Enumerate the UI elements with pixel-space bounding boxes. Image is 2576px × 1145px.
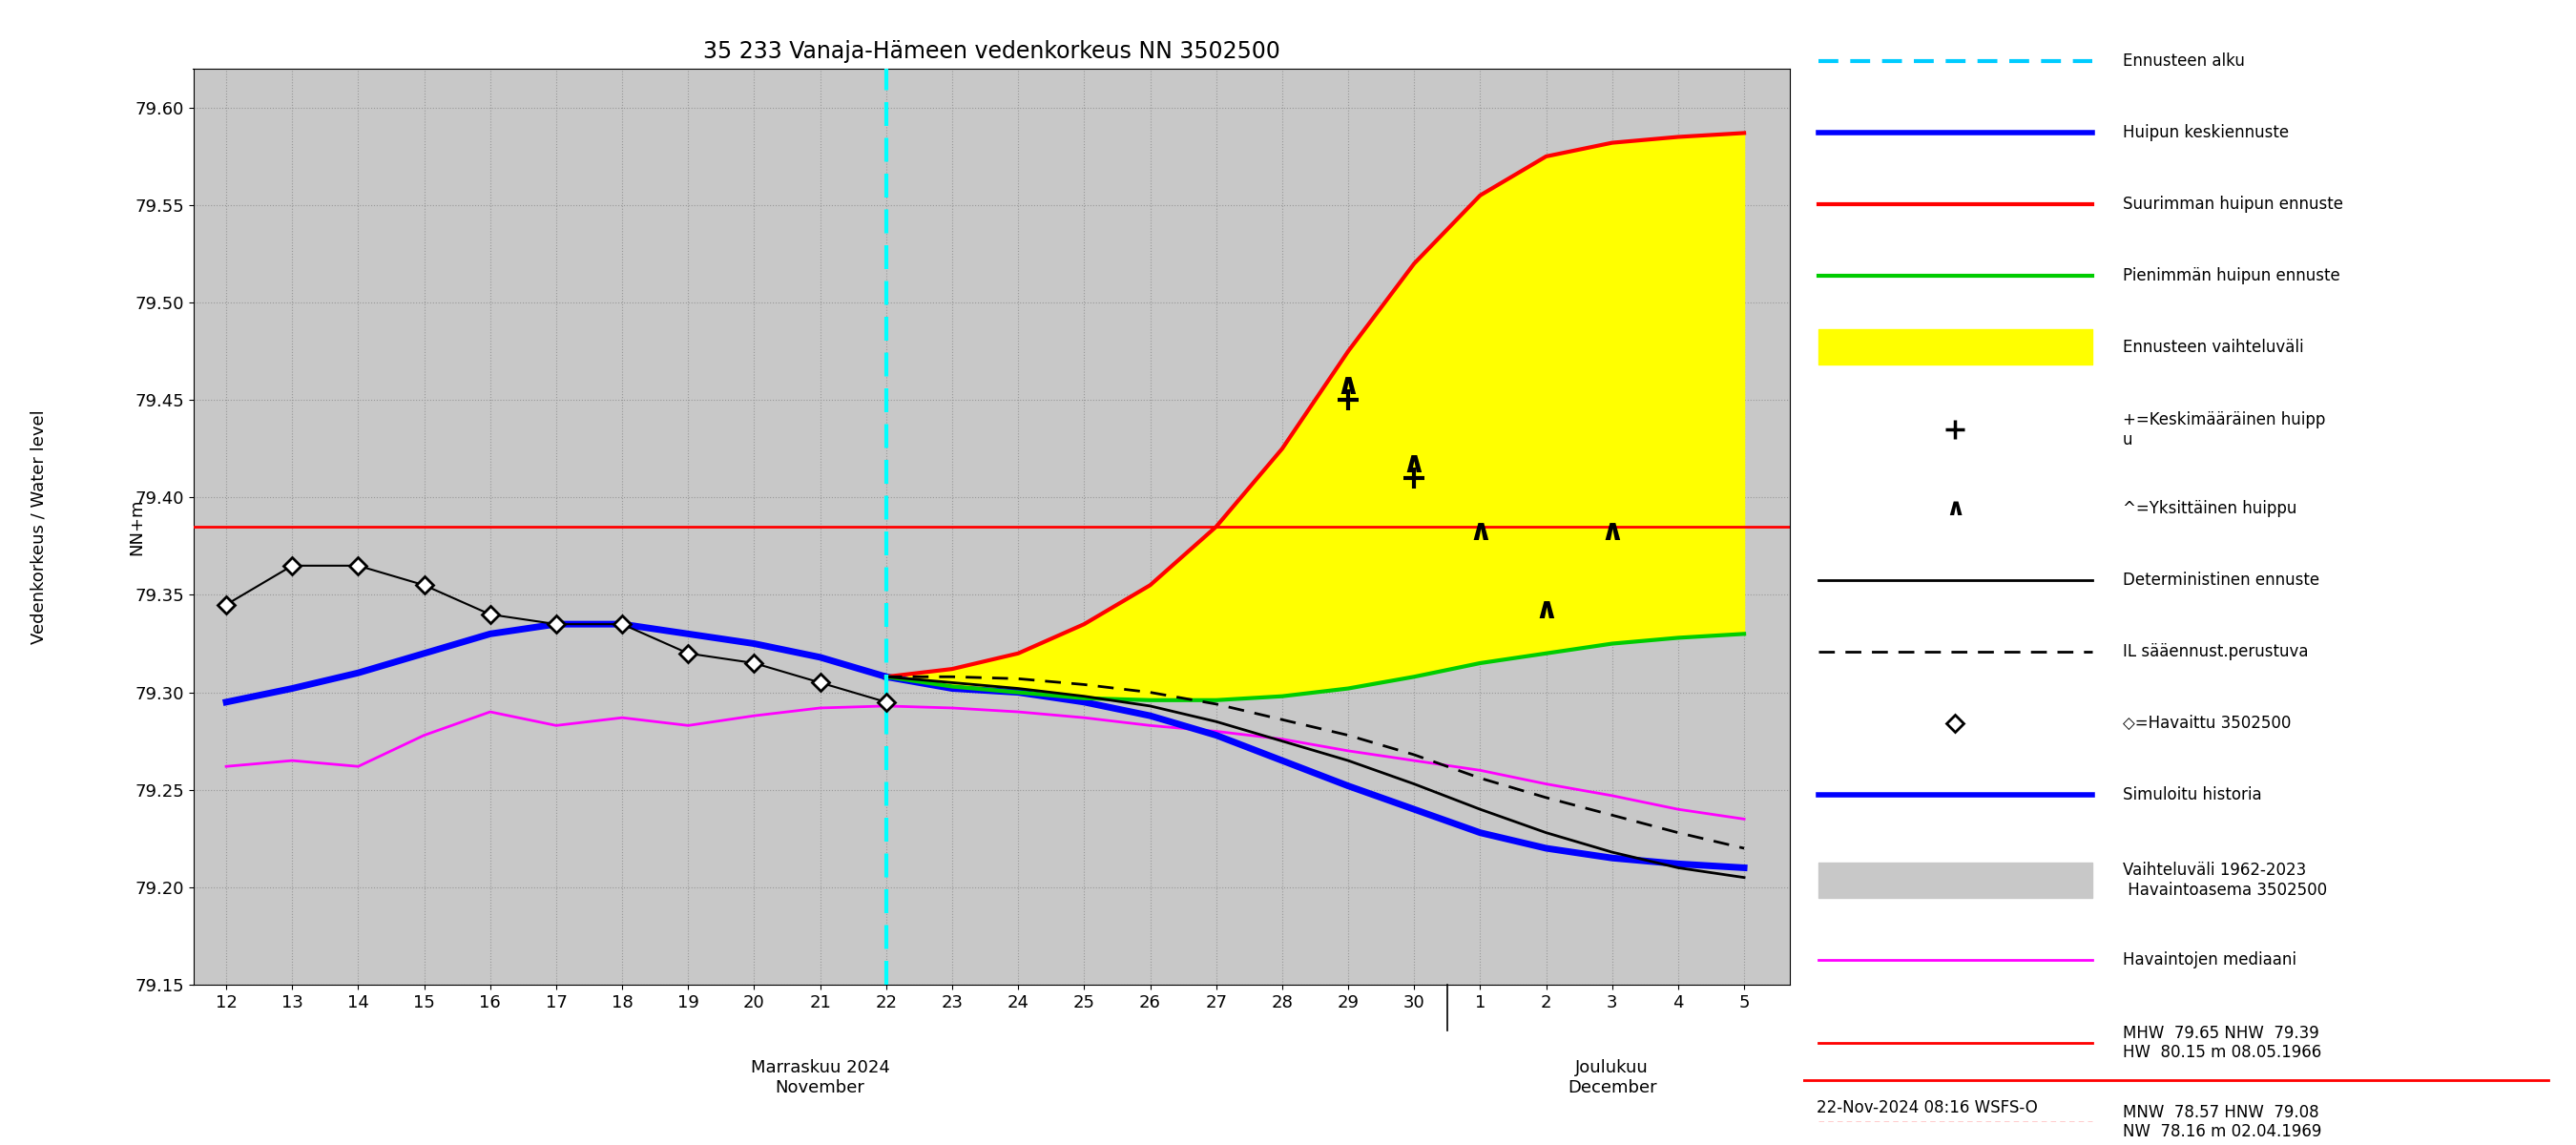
Text: +=Keskimääräinen huipp
u: +=Keskimääräinen huipp u <box>2123 411 2326 448</box>
Text: ∧: ∧ <box>1337 372 1360 400</box>
Text: Marraskuu 2024
November: Marraskuu 2024 November <box>750 1059 889 1096</box>
Text: ∧: ∧ <box>1600 519 1623 546</box>
Text: ◇=Havaittu 3502500: ◇=Havaittu 3502500 <box>2123 714 2290 732</box>
Text: Deterministinen ennuste: Deterministinen ennuste <box>2123 571 2318 589</box>
Text: IL sääennust.perustuva: IL sääennust.perustuva <box>2123 643 2308 661</box>
Text: Ennusteen vaihteluväli: Ennusteen vaihteluväli <box>2123 339 2303 356</box>
Text: Joulukuu
December: Joulukuu December <box>1566 1059 1656 1096</box>
Text: MNW  78.57 HNW  79.08
NW  78.16 m 02.04.1969: MNW 78.57 HNW 79.08 NW 78.16 m 02.04.196… <box>2123 1104 2321 1140</box>
Text: Ennusteen alku: Ennusteen alku <box>2123 53 2244 70</box>
Text: 22-Nov-2024 08:16 WSFS-O: 22-Nov-2024 08:16 WSFS-O <box>1816 1099 2038 1116</box>
Text: ^=Yksittäinen huippu: ^=Yksittäinen huippu <box>2123 500 2295 518</box>
Text: ∧: ∧ <box>1401 450 1427 477</box>
Text: Huipun keskiennuste: Huipun keskiennuste <box>2123 124 2287 141</box>
Text: Vaihteluväli 1962-2023
 Havaintoasema 3502500: Vaihteluväli 1962-2023 Havaintoasema 350… <box>2123 862 2326 899</box>
Text: Suurimman huipun ennuste: Suurimman huipun ennuste <box>2123 196 2342 213</box>
Text: Simuloitu historia: Simuloitu historia <box>2123 785 2262 803</box>
Text: ∧: ∧ <box>1945 497 1965 520</box>
Text: Pienimmän huipun ennuste: Pienimmän huipun ennuste <box>2123 267 2339 284</box>
Text: Havaintojen mediaani: Havaintojen mediaani <box>2123 950 2295 968</box>
Text: ∧: ∧ <box>1468 519 1492 546</box>
Text: MHW  79.65 NHW  79.39
HW  80.15 m 08.05.1966: MHW 79.65 NHW 79.39 HW 80.15 m 08.05.196… <box>2123 1025 2321 1061</box>
Title: 35 233 Vanaja-Hämeen vedenkorkeus NN 3502500: 35 233 Vanaja-Hämeen vedenkorkeus NN 350… <box>703 40 1280 63</box>
Text: NN+m: NN+m <box>129 498 144 555</box>
Text: Vedenkorkeus / Water level: Vedenkorkeus / Water level <box>31 410 46 643</box>
Text: ∧: ∧ <box>1535 597 1558 624</box>
